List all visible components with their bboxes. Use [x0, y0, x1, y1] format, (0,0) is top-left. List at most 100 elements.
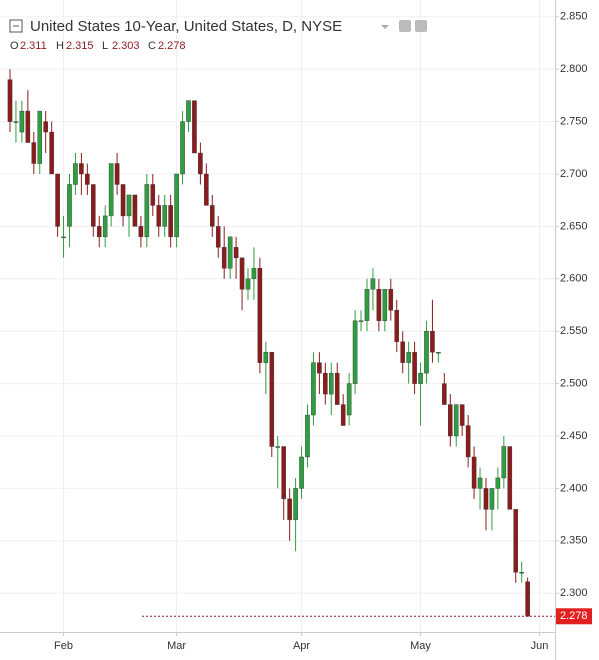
y-tick-label: 2.700 — [560, 168, 588, 180]
candle-body — [227, 236, 233, 269]
ohlc-value: 2.278 — [158, 40, 186, 52]
candle-body — [263, 351, 269, 363]
candle-body — [233, 247, 239, 259]
candle-body — [221, 247, 227, 269]
candle-body — [198, 152, 203, 175]
candle-body — [102, 215, 108, 238]
candle-body — [448, 404, 453, 437]
candle-body — [489, 488, 495, 510]
candle-body — [55, 173, 60, 227]
candle-body — [204, 173, 209, 206]
candle-body — [126, 194, 132, 217]
y-tick-label: 2.750 — [560, 115, 588, 127]
candle-body — [507, 446, 513, 510]
y-tick-label: 2.450 — [560, 430, 588, 442]
candle-body — [495, 477, 501, 489]
candle-body — [525, 581, 530, 617]
candle-body — [186, 100, 191, 122]
candles — [7, 69, 530, 617]
x-tick-label: Feb — [54, 640, 73, 652]
grid — [0, 0, 555, 632]
candle-body — [215, 226, 221, 248]
y-tick-label: 2.300 — [560, 587, 588, 599]
candle-body — [43, 121, 48, 133]
candle-body — [287, 498, 292, 521]
candle-body — [501, 446, 507, 479]
y-tick-label: 2.850 — [560, 11, 588, 23]
candle-body — [180, 121, 185, 175]
x-tick-label: May — [410, 640, 431, 652]
candle-body — [25, 110, 31, 143]
settings-eye[interactable] — [399, 20, 411, 32]
candle-body — [281, 446, 286, 500]
candle-body — [388, 289, 394, 311]
candle-body — [132, 194, 138, 227]
ohlc-key: H — [56, 40, 64, 52]
ohlc-key: O — [10, 40, 19, 52]
candle-body — [483, 488, 489, 510]
candle-body — [19, 110, 25, 133]
ohlc-key: C — [148, 40, 156, 52]
candle-body — [412, 351, 417, 384]
y-tick-label: 2.550 — [560, 325, 588, 337]
chart-title: United States 10-Year, United States, D,… — [30, 18, 342, 35]
candle-body — [459, 404, 465, 426]
candle-body — [210, 205, 215, 227]
candle-body — [79, 163, 84, 175]
candle-body — [7, 79, 13, 122]
candle-body — [382, 289, 388, 321]
candle-body — [317, 362, 322, 374]
candle-body — [352, 320, 358, 384]
ohlc-value: 2.303 — [112, 40, 140, 52]
candle-body — [406, 351, 411, 363]
candle-body — [376, 289, 382, 321]
ohlc-value: 2.311 — [20, 40, 47, 52]
y-tick-label: 2.800 — [560, 63, 588, 75]
candle-body — [442, 383, 447, 405]
candle-body — [144, 184, 150, 238]
candle-body — [108, 163, 114, 217]
candle-body — [13, 121, 19, 123]
candle-body — [400, 341, 405, 363]
candle-body — [120, 184, 126, 217]
candle-body — [162, 205, 167, 227]
candle-body — [430, 330, 435, 353]
candle-body — [67, 184, 72, 227]
candle-body — [275, 446, 281, 448]
candle-body — [49, 131, 54, 175]
candle-body — [299, 456, 304, 489]
y-tick-label: 2.500 — [560, 378, 588, 390]
candle-body — [150, 184, 156, 206]
candle-body — [334, 372, 340, 405]
candle-body — [37, 110, 43, 164]
candle-body — [85, 173, 90, 185]
candle-body — [311, 362, 316, 416]
x-tick-label: Apr — [293, 640, 310, 652]
y-tick-label: 2.650 — [560, 220, 588, 232]
candle-body — [370, 278, 376, 290]
ohlc-key: L — [102, 40, 108, 52]
candle-body — [305, 414, 310, 458]
candle-body — [251, 268, 257, 279]
symbol-dropdown[interactable] — [381, 25, 389, 29]
settings-gear[interactable] — [415, 20, 427, 32]
candle-body — [293, 488, 298, 521]
candle-body — [465, 425, 471, 458]
candle-body — [358, 320, 364, 322]
candle-body — [168, 205, 173, 238]
candle-body — [138, 226, 144, 238]
candle-body — [257, 268, 263, 363]
candle-body — [156, 205, 162, 227]
candle-body — [96, 226, 102, 238]
last-price-label: 2.278 — [560, 610, 588, 622]
candle-body — [114, 163, 120, 185]
ohlc-legend: O 2.311 H 2.315 L 2.303 C 2.278 — [10, 40, 186, 52]
y-tick-label: 2.400 — [560, 482, 588, 494]
candle-body — [436, 351, 441, 354]
candle-body — [239, 257, 245, 290]
candle-body — [453, 404, 459, 437]
candle-body — [340, 404, 346, 426]
candle-body — [91, 184, 96, 227]
